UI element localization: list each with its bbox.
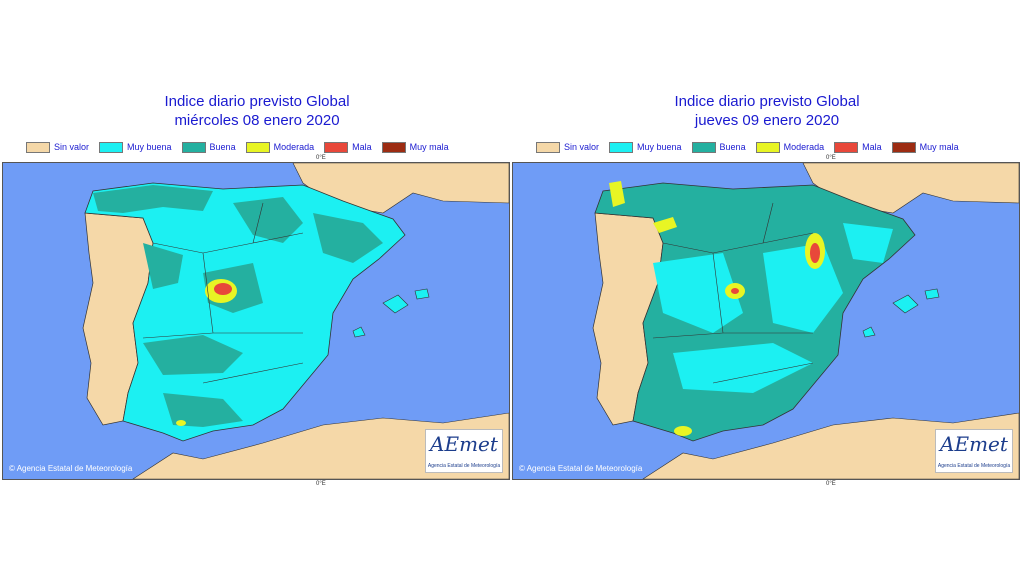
zone-muy-buena xyxy=(843,223,893,263)
iberia-map xyxy=(592,163,1019,479)
zone-buena xyxy=(313,213,383,263)
zone-buena xyxy=(93,185,213,213)
island-ibiza xyxy=(352,326,366,338)
legend-swatch xyxy=(26,141,50,153)
title-line-1: Indice diario previsto Global xyxy=(164,93,350,110)
legend-item: Sin valor xyxy=(536,141,599,153)
island-mallorca xyxy=(382,294,409,314)
legend-item: Muy buena xyxy=(99,141,172,153)
map-panel-right: Indice diario previsto Global jueves 09 … xyxy=(512,88,1022,488)
map-frame: © Agencia Estatal de Meteorología AEmet … xyxy=(2,162,510,480)
legend-item: Sin valor xyxy=(26,141,89,153)
zone-buena xyxy=(143,335,243,375)
zone-moderada xyxy=(609,181,625,207)
zone-mala xyxy=(731,288,739,294)
zone-buena xyxy=(233,197,303,243)
map-title: Indice diario previsto Global jueves 09 … xyxy=(512,92,1022,130)
legend-swatch xyxy=(691,141,716,153)
axis-tick-bottom: 0°E xyxy=(826,481,836,487)
legend-item: Buena xyxy=(181,141,236,153)
legend-swatch xyxy=(755,141,780,153)
legend-item: Mala xyxy=(324,141,372,153)
legend-item: Mala xyxy=(834,141,882,153)
legend-item: Moderada xyxy=(245,141,314,153)
region-borders xyxy=(142,202,304,384)
island-menorca xyxy=(414,288,430,300)
island-menorca xyxy=(924,288,940,300)
legend-swatch xyxy=(245,141,270,153)
legend-swatch xyxy=(324,141,349,153)
island-mallorca xyxy=(892,294,919,314)
zone-buena xyxy=(163,393,243,427)
zone-mala xyxy=(810,243,820,263)
zone-moderada xyxy=(653,217,677,233)
map-title: Indice diario previsto Global miércoles … xyxy=(2,92,512,130)
axis-tick-top: 0°E xyxy=(826,155,836,161)
legend-item: Muy mala xyxy=(381,141,449,153)
title-line-2: miércoles 08 enero 2020 xyxy=(174,112,340,129)
land-spain xyxy=(594,182,916,442)
region-borders xyxy=(652,202,814,384)
axis-tick-top: 0°E xyxy=(316,155,326,161)
legend-item: Muy mala xyxy=(891,141,959,153)
aemet-logo: AEmet Agencia Estatal de Meteorología xyxy=(935,429,1013,473)
title-line-1: Indice diario previsto Global xyxy=(674,93,860,110)
zone-moderada xyxy=(176,420,186,426)
zone-mala xyxy=(214,283,232,295)
aemet-logo: AEmet Agencia Estatal de Meteorología xyxy=(425,429,503,473)
title-line-2: jueves 09 enero 2020 xyxy=(694,112,840,129)
legend-item: Buena xyxy=(691,141,746,153)
legend: Sin valor Muy buena Buena Moderada Mala … xyxy=(26,140,502,154)
axis-tick-bottom: 0°E xyxy=(316,481,326,487)
land-africa xyxy=(132,412,509,479)
legend-swatch xyxy=(99,141,124,153)
island-ibiza xyxy=(862,326,876,338)
zone-muy-buena xyxy=(673,343,813,393)
zone-muy-buena xyxy=(763,243,843,333)
legend-item: Muy buena xyxy=(609,141,682,153)
legend-item: Moderada xyxy=(755,141,824,153)
legend-swatch xyxy=(536,141,560,153)
land-africa xyxy=(642,412,1019,479)
legend-swatch xyxy=(181,141,206,153)
iberia-map xyxy=(82,163,509,479)
legend-swatch xyxy=(609,141,634,153)
zone-moderada xyxy=(674,426,692,436)
legend-swatch xyxy=(381,141,406,153)
legend-swatch xyxy=(834,141,859,153)
map-frame: © Agencia Estatal de Meteorología AEmet … xyxy=(512,162,1020,480)
legend: Sin valor Muy buena Buena Moderada Mala … xyxy=(536,140,1012,154)
legend-swatch xyxy=(891,141,916,153)
copyright-credit: © Agencia Estatal de Meteorología xyxy=(9,464,133,473)
copyright-credit: © Agencia Estatal de Meteorología xyxy=(519,464,643,473)
zone-buena xyxy=(143,243,183,289)
map-panel-left: Indice diario previsto Global miércoles … xyxy=(2,88,512,488)
